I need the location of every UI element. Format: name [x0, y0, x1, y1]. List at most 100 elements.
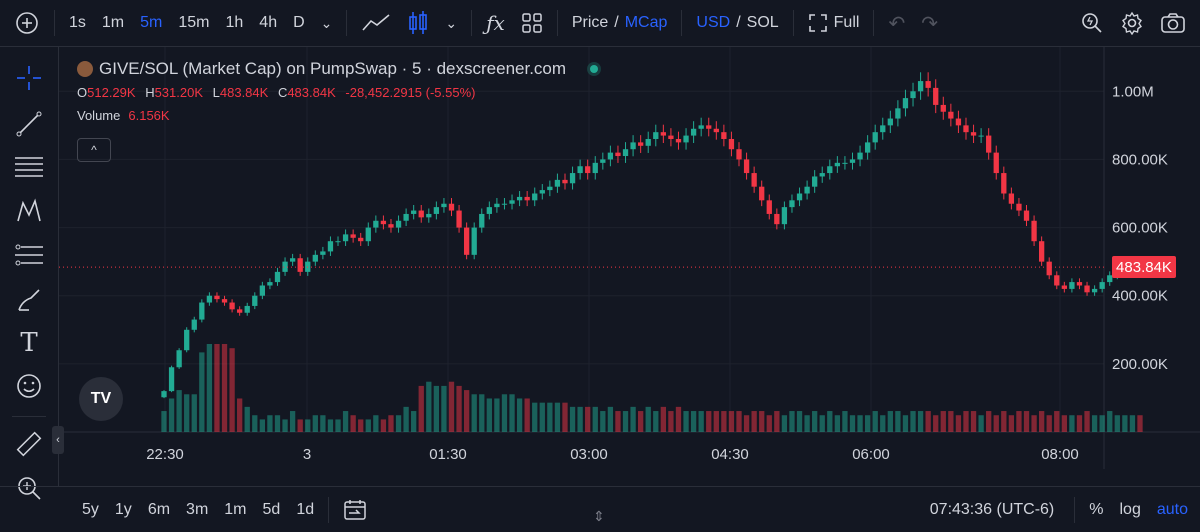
percent-scale-toggle[interactable]: %	[1089, 500, 1104, 518]
candle-body	[925, 81, 931, 88]
x-tick-label: 03:00	[570, 446, 608, 463]
candle-body	[494, 203, 500, 208]
redo-icon[interactable]: ↷	[921, 12, 938, 35]
range-5d[interactable]: 5d	[262, 500, 281, 518]
y-tick-label: 200.00K	[1112, 356, 1168, 373]
candle-body	[963, 125, 969, 133]
timeframe-1h[interactable]: 1h	[225, 14, 244, 31]
range-1m[interactable]: 1m	[224, 500, 247, 518]
price-toggle[interactable]: Price	[571, 14, 609, 31]
candlestick-chart[interactable]: 200.00K 400.00K 600.00K 800.00K 1.00M 22:30 3…	[59, 47, 1200, 469]
horizontal-lines-icon[interactable]	[13, 151, 45, 183]
divider	[328, 496, 330, 523]
volume-bar	[244, 406, 250, 432]
volume-bar	[456, 385, 462, 432]
line-chart-icon[interactable]	[353, 12, 399, 34]
sol-toggle[interactable]: SOL	[746, 14, 779, 31]
timeframe-5m[interactable]: 5m	[140, 14, 163, 31]
timeframe-d[interactable]: D	[293, 14, 305, 31]
chevron-down-icon[interactable]: ⌄	[320, 14, 333, 31]
candle-body	[706, 125, 712, 129]
timeframe-15m[interactable]: 15m	[178, 14, 210, 31]
bottom-toolbar: 5y 1y 6m 3m 1m 5d 1d 07:43:36 (UTC-6) % …	[0, 486, 1200, 532]
candle-body	[471, 227, 477, 255]
ruler-icon[interactable]	[13, 428, 45, 460]
volume-bar	[237, 398, 243, 432]
candle-body	[259, 285, 266, 296]
range-6m[interactable]: 6m	[147, 500, 171, 518]
candle-body	[516, 196, 523, 201]
tradingview-logo[interactable]: TV	[79, 377, 123, 421]
volume-bar	[781, 415, 788, 432]
volume-bar	[418, 385, 424, 432]
legend-collapse-button[interactable]: ^	[77, 138, 111, 162]
chevron-down-icon[interactable]: ⌄	[445, 14, 458, 31]
usd-toggle[interactable]: USD	[696, 14, 731, 31]
auto-scale-toggle[interactable]: auto	[1156, 500, 1188, 518]
volume-bar	[713, 411, 719, 432]
symbol-title[interactable]: GIVE/SOL (Market Cap) on PumpSwap · 5 · …	[99, 59, 567, 78]
candle-body	[411, 210, 417, 214]
fullscreen-button[interactable]: Full	[833, 14, 860, 31]
timeframe-1m[interactable]: 1m	[101, 14, 125, 31]
volume-bar	[864, 415, 871, 432]
layouts-grid-icon[interactable]	[513, 12, 551, 34]
x-axis: 22:30 3 01:30 03:00 04:30 06:00 08:00	[146, 446, 1079, 463]
candle-body	[917, 81, 924, 92]
x-tick-label: 04:30	[711, 446, 749, 463]
crosshair-icon[interactable]	[13, 62, 45, 94]
change-value: -28,452.2915 (-5.55%)	[345, 85, 476, 100]
candle-body	[713, 128, 719, 133]
volume-bar	[638, 411, 644, 432]
volume-bar	[842, 411, 848, 432]
volume-bar	[970, 411, 977, 432]
candle-body	[289, 258, 296, 262]
range-1d[interactable]: 1d	[296, 500, 315, 518]
volume-bar	[380, 419, 387, 432]
candle-body	[456, 210, 462, 228]
fullscreen-icon[interactable]	[800, 13, 832, 33]
text-tool-icon[interactable]: T	[20, 328, 38, 358]
divider	[1074, 496, 1076, 523]
volume-bar	[653, 411, 659, 432]
candle-body	[895, 108, 901, 119]
volume-bar	[214, 344, 220, 432]
add-symbol-button[interactable]	[6, 10, 48, 36]
price-candles	[161, 72, 1143, 399]
settings-gear-icon[interactable]	[1112, 11, 1152, 35]
volume-bar	[1061, 415, 1067, 432]
chart-area[interactable]: 200.00K 400.00K 600.00K 800.00K 1.00M 22:30 3…	[59, 47, 1200, 469]
quick-search-icon[interactable]	[1072, 11, 1112, 35]
timeframe-4h[interactable]: 4h	[259, 14, 278, 31]
camera-icon[interactable]	[1152, 12, 1194, 34]
toolbar-collapse-handle[interactable]: ‹	[52, 426, 64, 454]
candle-body	[479, 213, 485, 228]
undo-icon[interactable]: ↶	[888, 12, 906, 35]
timeframe-1s[interactable]: 1s	[69, 14, 86, 31]
brush-icon[interactable]	[13, 284, 45, 316]
range-5y[interactable]: 5y	[82, 500, 99, 518]
mcap-toggle[interactable]: MCap	[624, 14, 668, 31]
candle-body	[184, 329, 190, 351]
candle-body	[842, 162, 848, 164]
date-range-calendar-icon[interactable]	[335, 498, 375, 522]
volume-bar	[804, 415, 810, 432]
candle-body	[297, 258, 303, 272]
trend-line-icon[interactable]	[13, 108, 45, 140]
candle-body	[751, 173, 757, 187]
clock-display[interactable]: 07:43:36 (UTC-6)	[929, 500, 1055, 518]
resize-handle-icon[interactable]: ⇕	[593, 508, 605, 524]
smiley-icon[interactable]	[13, 370, 45, 402]
x-tick-label: 01:30	[429, 446, 467, 463]
volume-bar	[759, 411, 765, 432]
fib-tools-icon[interactable]	[13, 239, 45, 271]
log-scale-toggle[interactable]: log	[1119, 500, 1141, 518]
volume-bar	[812, 411, 818, 432]
volume-bar	[494, 398, 500, 432]
range-1y[interactable]: 1y	[114, 500, 132, 518]
candles-icon[interactable]	[399, 10, 437, 36]
bottom-right-controls: 07:43:36 (UTC-6) % log auto	[930, 487, 1200, 532]
pattern-icon[interactable]	[13, 195, 45, 227]
range-3m[interactable]: 3m	[186, 500, 209, 518]
indicators-icon[interactable]: ƒx	[486, 11, 505, 35]
